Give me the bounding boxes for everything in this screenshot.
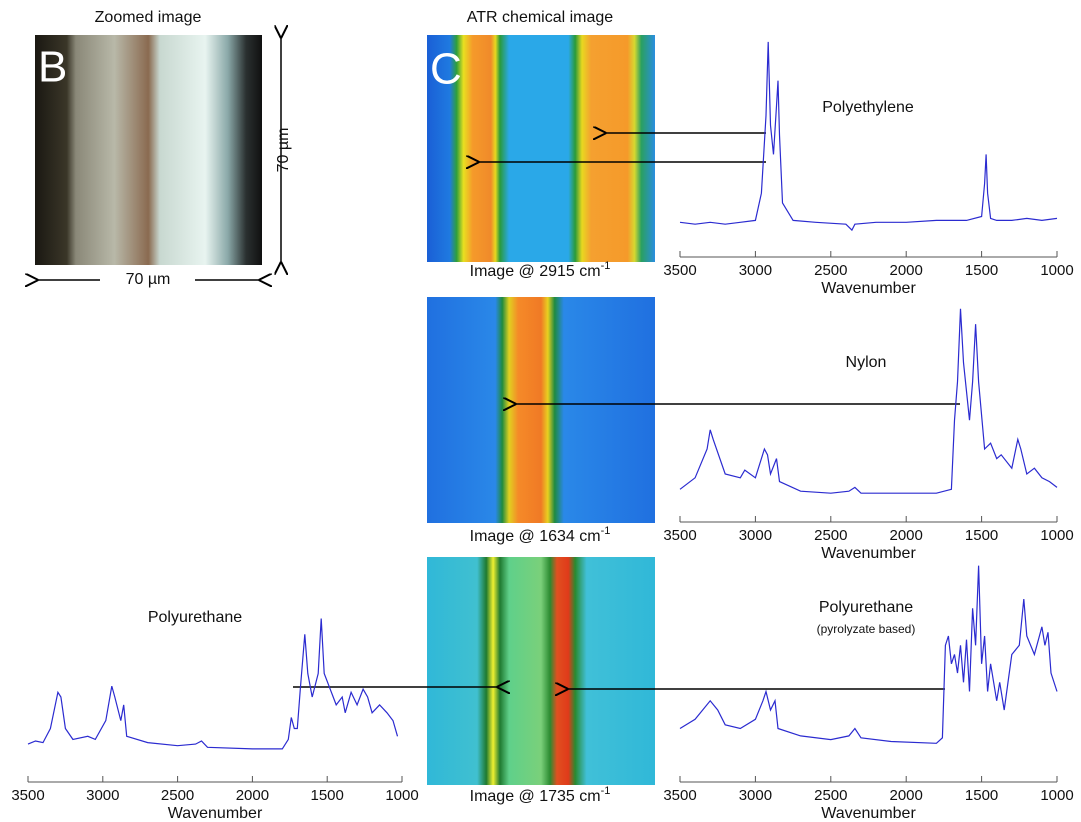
panel-letter: C <box>430 45 462 94</box>
spectrum-line <box>27 618 399 750</box>
x-tick-label: 3500 <box>663 262 696 279</box>
micrograph <box>35 35 262 265</box>
x-tick-label: 1500 <box>311 787 344 804</box>
chemical-image <box>427 557 655 785</box>
spectrum-title: Polyethylene <box>822 99 914 116</box>
spectrum-title: Polyurethane <box>148 609 242 626</box>
panel-letter: B <box>38 43 67 92</box>
x-tick-label: 1000 <box>1040 527 1073 544</box>
x-axis-label: Wavenumber <box>821 545 916 562</box>
spectrum-line <box>679 41 1058 232</box>
x-tick-label: 1000 <box>385 787 418 804</box>
x-tick-label: 3500 <box>663 527 696 544</box>
x-tick-label: 3000 <box>739 527 772 544</box>
spectrum-title: Polyurethane <box>819 599 913 616</box>
x-tick-label: 2500 <box>814 262 847 279</box>
x-tick-label: 1500 <box>965 527 998 544</box>
image-label-text: Image @ 1735 cm <box>470 788 601 805</box>
x-tick-label: 2500 <box>161 787 194 804</box>
superscript: -1 <box>601 785 611 797</box>
image-label: Image @ 2915 cm-1 <box>470 260 611 280</box>
x-tick-label: 3000 <box>739 787 772 804</box>
x-axis-label: Wavenumber <box>821 280 916 297</box>
x-tick-label: 2500 <box>814 787 847 804</box>
x-tick-label: 1000 <box>1040 787 1073 804</box>
image-label: Image @ 1634 cm-1 <box>470 525 611 545</box>
scale-label: 70 µm <box>275 128 292 173</box>
x-tick-label: 2000 <box>890 527 923 544</box>
chemical-image <box>427 35 655 262</box>
x-tick-label: 3500 <box>663 787 696 804</box>
spectrum-line <box>679 565 1058 744</box>
superscript: -1 <box>601 260 611 272</box>
arrows <box>293 133 960 689</box>
x-tick-label: 2000 <box>236 787 269 804</box>
panel-title: ATR chemical image <box>467 9 614 26</box>
superscript: -1 <box>601 525 611 537</box>
image-label: Image @ 1735 cm-1 <box>470 785 611 805</box>
x-tick-label: 2500 <box>814 527 847 544</box>
chemical-image <box>427 297 655 523</box>
x-tick-label: 1500 <box>965 262 998 279</box>
x-axis-label: Wavenumber <box>821 805 916 822</box>
image-label-text: Image @ 1634 cm <box>470 528 601 545</box>
x-tick-label: 3500 <box>11 787 44 804</box>
image-label-text: Image @ 2915 cm <box>470 263 601 280</box>
x-axis-label: Wavenumber <box>168 805 263 822</box>
spectrum-subtitle: (pyrolyzate based) <box>817 622 916 636</box>
spectrum-line <box>679 308 1058 494</box>
x-tick-label: 1500 <box>965 787 998 804</box>
x-tick-label: 2000 <box>890 787 923 804</box>
x-tick-label: 1000 <box>1040 262 1073 279</box>
x-tick-label: 2000 <box>890 262 923 279</box>
x-tick-label: 3000 <box>739 262 772 279</box>
x-tick-label: 3000 <box>86 787 119 804</box>
scale-label: 70 µm <box>126 271 171 288</box>
panel-title: Zoomed image <box>95 9 202 26</box>
spectrum-title: Nylon <box>846 354 887 371</box>
